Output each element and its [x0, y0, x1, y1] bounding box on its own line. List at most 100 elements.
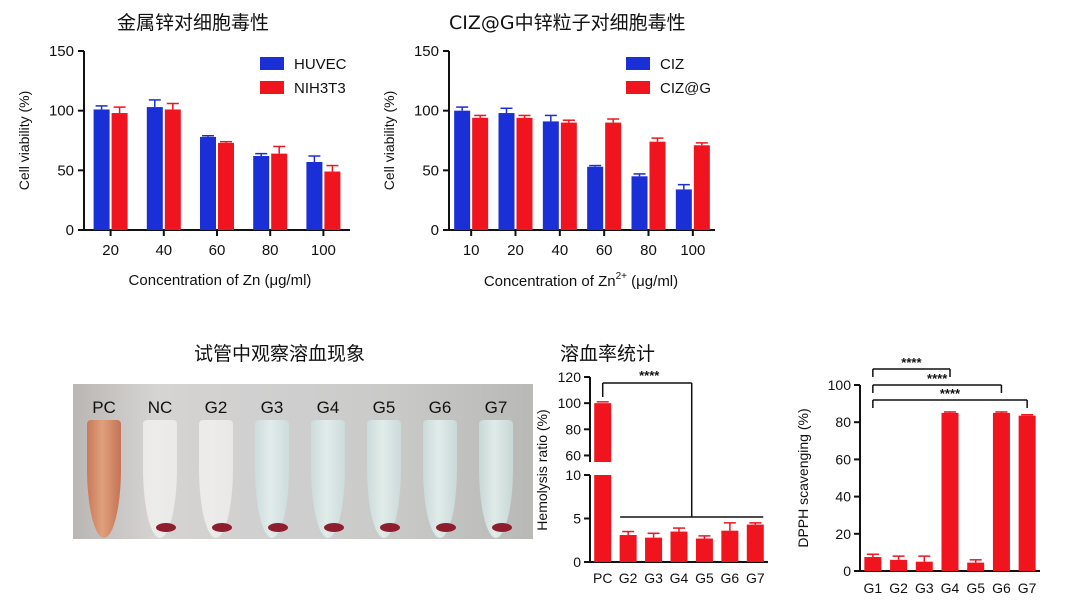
tube-body — [255, 420, 289, 538]
bar — [253, 156, 270, 230]
x-tick-label: G5 — [695, 570, 714, 586]
x-tick-label: G2 — [889, 580, 908, 596]
bar — [498, 113, 515, 230]
x-tick-label: G2 — [619, 570, 638, 586]
tube-label: G5 — [372, 398, 396, 417]
tube: G5 — [361, 384, 407, 539]
x-tick-label: 60 — [209, 242, 226, 259]
bar — [645, 537, 663, 562]
significance-label: **** — [639, 368, 660, 383]
y-axis-label: DPPH scavenging (%) — [795, 408, 811, 547]
x-tick-label: 80 — [262, 242, 279, 259]
y-tick-label: 100 — [828, 377, 852, 393]
tube-body — [87, 420, 121, 538]
bar — [670, 531, 688, 562]
x-tick-label: 40 — [155, 242, 172, 259]
photo-title: 试管中观察溶血现象 — [194, 343, 366, 365]
legend-label: HUVEC — [294, 56, 347, 73]
y-tick-label: 120 — [558, 369, 582, 385]
x-tick-label: G4 — [670, 570, 689, 586]
tube-body — [479, 420, 513, 538]
bar — [864, 557, 882, 571]
x-tick-label: G7 — [746, 570, 765, 586]
bar — [271, 153, 288, 230]
tube-body — [423, 420, 457, 538]
significance-label: **** — [901, 355, 922, 370]
bar — [324, 171, 341, 230]
bar — [218, 142, 234, 230]
y-tick-label: 80 — [835, 414, 851, 430]
tube-label: G3 — [260, 398, 284, 417]
y-axis-label: Cell viability (%) — [16, 91, 32, 191]
tube-body — [367, 420, 401, 538]
tube: G3 — [249, 384, 295, 539]
x-tick-label: 10 — [463, 242, 480, 259]
x-tick-label: 60 — [596, 242, 613, 259]
bar — [631, 176, 648, 230]
legend-swatch — [626, 57, 650, 70]
x-tick-label: 40 — [551, 242, 568, 259]
x-tick-label: G6 — [992, 580, 1011, 596]
tube-body — [143, 420, 177, 538]
rbc-pellet — [492, 523, 512, 532]
bar — [941, 412, 959, 571]
y-tick-label: 100 — [558, 395, 582, 411]
x-tick-label: 20 — [102, 242, 119, 259]
bar — [675, 189, 692, 230]
bar — [693, 145, 710, 230]
bar — [560, 122, 577, 230]
bar — [306, 161, 323, 230]
x-tick-label: G1 — [864, 580, 883, 596]
tube-label: G4 — [316, 398, 340, 417]
x-tick-label: G4 — [941, 580, 960, 596]
x-tick-label: G6 — [721, 570, 740, 586]
x-tick-label: G3 — [915, 580, 934, 596]
bar — [992, 412, 1010, 571]
bar — [516, 117, 533, 230]
y-tick-label: 40 — [835, 489, 851, 505]
legend-swatch — [260, 57, 284, 70]
rbc-pellet — [436, 523, 456, 532]
tube: G7 — [473, 384, 519, 539]
bar — [746, 524, 764, 562]
bar — [146, 107, 163, 230]
legend-label: CIZ@G — [660, 80, 711, 97]
rbc-pellet — [324, 523, 344, 532]
bar — [111, 113, 128, 230]
rbc-pellet — [268, 523, 288, 532]
rbc-pellet — [212, 523, 232, 532]
y-tick-label: 0 — [573, 554, 581, 570]
tube-label: G6 — [428, 398, 452, 417]
y-tick-label: 20 — [835, 526, 851, 542]
y-tick-label: 0 — [431, 222, 439, 239]
y-axis-label: Hemolysis ratio (%) — [534, 409, 550, 530]
bar — [649, 141, 666, 230]
y-tick-label: 80 — [565, 421, 581, 437]
bar — [695, 538, 713, 562]
x-tick-label: 100 — [680, 242, 705, 259]
significance-label: **** — [940, 386, 961, 401]
bar — [542, 121, 559, 230]
bar — [164, 109, 181, 230]
hemolysis-tube-photo: PC NC G2 G3 G4 G5 G6 G7 — [73, 384, 533, 539]
x-tick-label: G5 — [966, 580, 985, 596]
bar — [967, 562, 985, 571]
tube: G6 — [417, 384, 463, 539]
y-tick-label: 100 — [49, 103, 74, 120]
y-tick-label: 50 — [422, 162, 439, 179]
y-tick-label: 100 — [414, 103, 439, 120]
chart3-title: 溶血率统计 — [560, 343, 656, 365]
y-tick-label: 60 — [565, 447, 581, 463]
tube-body — [311, 420, 345, 538]
bar — [200, 136, 216, 230]
tube-label: PC — [92, 398, 116, 417]
y-tick-label: 10 — [565, 467, 581, 483]
legend-label: NIH3T3 — [294, 80, 346, 97]
x-tick-label: 100 — [311, 242, 336, 259]
bar — [721, 530, 739, 562]
tube-body — [199, 420, 233, 538]
